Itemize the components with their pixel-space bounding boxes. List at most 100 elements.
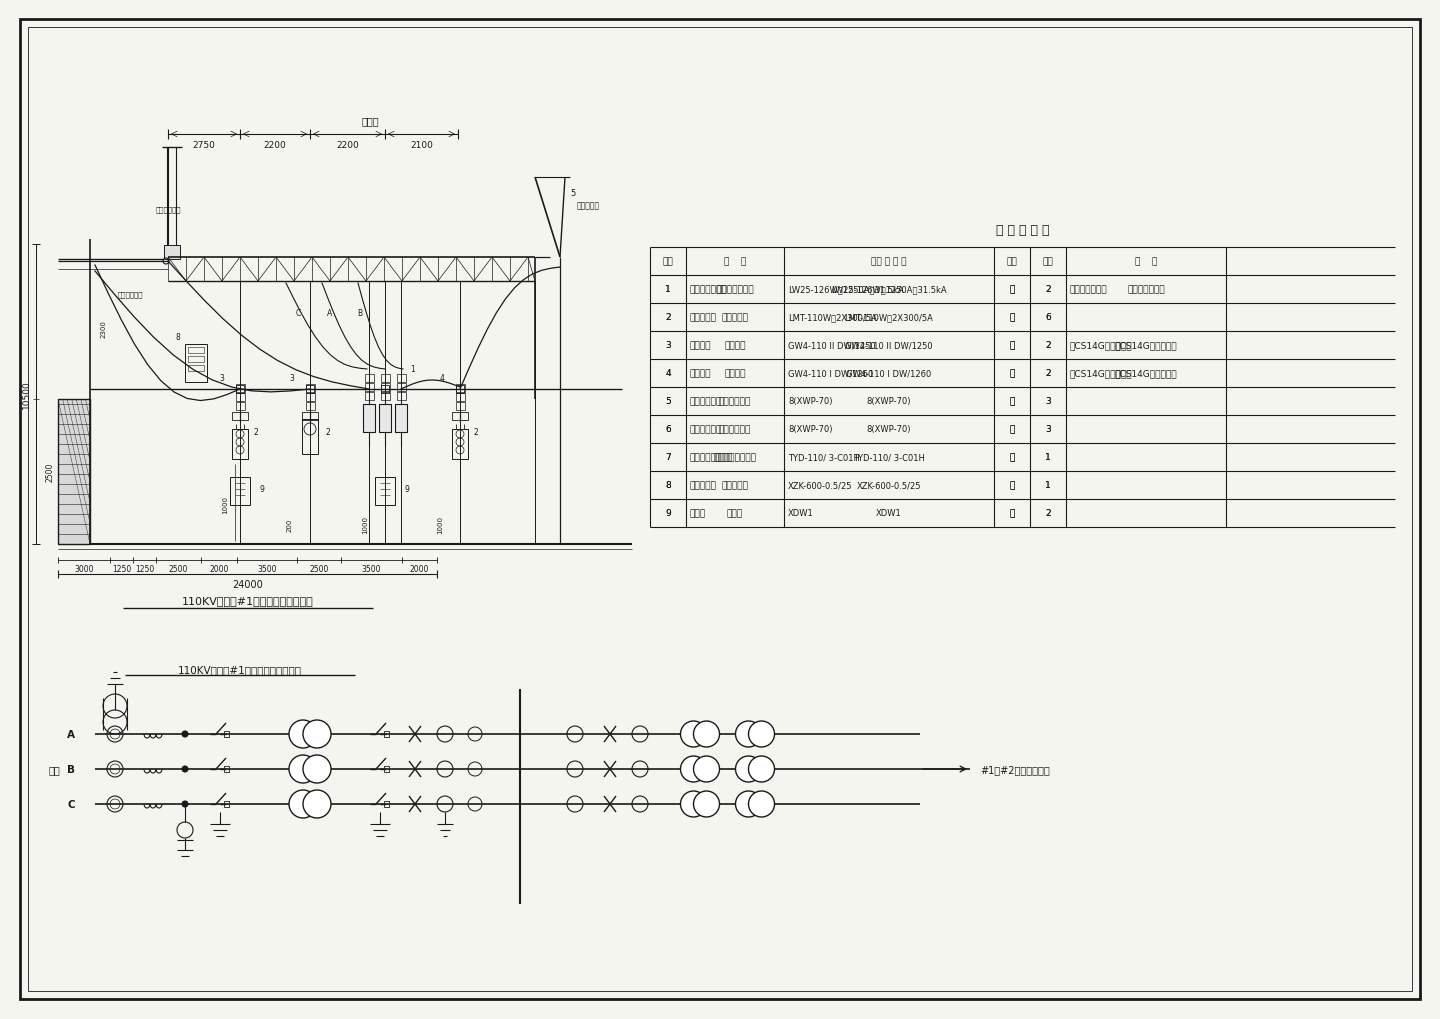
Text: 10500: 10500 (22, 380, 30, 409)
Text: 5: 5 (665, 397, 671, 407)
Text: 组: 组 (1009, 341, 1015, 351)
Text: 隔离开关: 隔离开关 (690, 341, 711, 351)
Text: 1: 1 (1045, 481, 1051, 490)
Bar (225, 801, 229, 807)
Text: 备    注: 备 注 (1135, 257, 1158, 266)
Text: 别人填写单位: 别人填写单位 (117, 291, 143, 298)
Text: 个: 个 (1009, 510, 1015, 518)
Text: 六氟化硫断路器: 六氟化硫断路器 (716, 285, 753, 294)
Bar (164, 246, 180, 260)
Text: 2500: 2500 (310, 565, 328, 574)
Bar (384, 801, 389, 807)
Text: 1: 1 (1045, 453, 1051, 462)
Text: 4: 4 (665, 369, 671, 378)
Bar (305, 384, 315, 392)
Text: 110KV出线及#1主变进线间隔断面图: 110KV出线及#1主变进线间隔断面图 (181, 595, 314, 605)
Circle shape (681, 721, 707, 747)
Text: 2200: 2200 (264, 141, 287, 150)
Text: XZK-600-0.5/25: XZK-600-0.5/25 (788, 481, 852, 490)
Text: 六氟化硫断路器: 六氟化硫断路器 (690, 285, 727, 294)
Text: C: C (68, 799, 75, 809)
Text: 3: 3 (1045, 397, 1051, 407)
Circle shape (289, 755, 317, 784)
Text: 6: 6 (665, 425, 671, 434)
Bar (384, 766, 389, 772)
Text: 5: 5 (570, 189, 576, 198)
Text: 悬垂绝缘子串: 悬垂绝缘子串 (690, 425, 723, 434)
Bar (374, 478, 395, 505)
Bar (364, 383, 374, 391)
Text: 台: 台 (1009, 285, 1015, 294)
Text: 3: 3 (219, 374, 225, 383)
Text: 2: 2 (1045, 510, 1051, 518)
Circle shape (681, 791, 707, 817)
Bar (305, 393, 315, 401)
Text: 1: 1 (1045, 453, 1051, 462)
Text: 电容式电压互感器: 电容式电压互感器 (690, 453, 733, 462)
Circle shape (289, 790, 317, 818)
Text: 串: 串 (1009, 397, 1015, 407)
Bar (364, 375, 374, 382)
Bar (230, 478, 251, 505)
Text: 2500: 2500 (168, 565, 189, 574)
Text: 出线: 出线 (49, 764, 60, 774)
Text: GW4-110 II DW/1250: GW4-110 II DW/1250 (845, 341, 933, 351)
Text: #1，#2主变压器进线: #1，#2主变压器进线 (981, 764, 1050, 774)
Text: 9: 9 (665, 510, 671, 518)
Text: 电流互感器: 电流互感器 (721, 313, 749, 322)
Text: 7: 7 (665, 453, 671, 462)
Text: 附CS14G型操动机构: 附CS14G型操动机构 (1070, 341, 1133, 351)
Bar (302, 413, 318, 421)
Text: 隔离开关: 隔离开关 (724, 341, 746, 351)
Text: 4: 4 (665, 369, 671, 378)
Text: 单位: 单位 (1007, 257, 1018, 266)
Text: 2: 2 (1045, 285, 1051, 294)
Text: 1000: 1000 (361, 516, 369, 534)
Text: 2000: 2000 (209, 565, 229, 574)
Bar (452, 430, 468, 460)
Circle shape (736, 791, 762, 817)
Text: 3: 3 (1045, 425, 1051, 434)
Circle shape (181, 801, 189, 807)
Text: 2: 2 (665, 313, 671, 322)
Bar (236, 403, 245, 411)
Circle shape (694, 791, 720, 817)
Bar (379, 405, 392, 433)
Text: LW25-126W，1250A，31.5kA: LW25-126W，1250A，31.5kA (831, 285, 948, 294)
Bar (397, 375, 406, 382)
Text: GW4-110 I DW/1260: GW4-110 I DW/1260 (788, 369, 873, 378)
Text: 4: 4 (439, 374, 445, 383)
Text: 8: 8 (665, 481, 671, 490)
Text: 6: 6 (1045, 313, 1051, 322)
Circle shape (749, 756, 775, 783)
Bar (236, 393, 245, 401)
Text: 2: 2 (474, 428, 478, 437)
Text: 附CS14G型操动机构: 附CS14G型操动机构 (1115, 369, 1178, 378)
Text: 耐张绝缘子串: 耐张绝缘子串 (690, 397, 723, 407)
Text: 名    称: 名 称 (724, 257, 746, 266)
Text: 2100: 2100 (410, 141, 433, 150)
Bar (236, 385, 243, 393)
Text: 台: 台 (1009, 313, 1015, 322)
Text: 串: 串 (1009, 425, 1015, 434)
Text: 9: 9 (665, 510, 671, 518)
Text: TYD-110/ 3-C01H: TYD-110/ 3-C01H (852, 453, 924, 462)
Text: 2: 2 (253, 428, 258, 437)
Text: B: B (68, 764, 75, 774)
Text: LMT-110W，2X300/5A: LMT-110W，2X300/5A (788, 313, 877, 322)
Text: 6: 6 (665, 425, 671, 434)
Text: 电容式电压互感器: 电容式电压互感器 (713, 453, 756, 462)
Bar (456, 385, 464, 393)
Text: 台: 台 (1009, 481, 1015, 490)
Text: 1000: 1000 (436, 516, 444, 534)
Text: LW25-126W，1250A，31.5kA: LW25-126W，1250A，31.5kA (788, 285, 904, 294)
Circle shape (736, 721, 762, 747)
Text: 悬垂绝缘子串: 悬垂绝缘子串 (719, 425, 752, 434)
Text: 台: 台 (1009, 313, 1015, 322)
Bar (452, 413, 468, 421)
Text: 3: 3 (1045, 397, 1051, 407)
Text: 1000: 1000 (222, 495, 228, 514)
Text: TYD-110/ 3-C01H: TYD-110/ 3-C01H (788, 453, 860, 462)
Circle shape (694, 756, 720, 783)
Text: B: B (357, 309, 363, 318)
